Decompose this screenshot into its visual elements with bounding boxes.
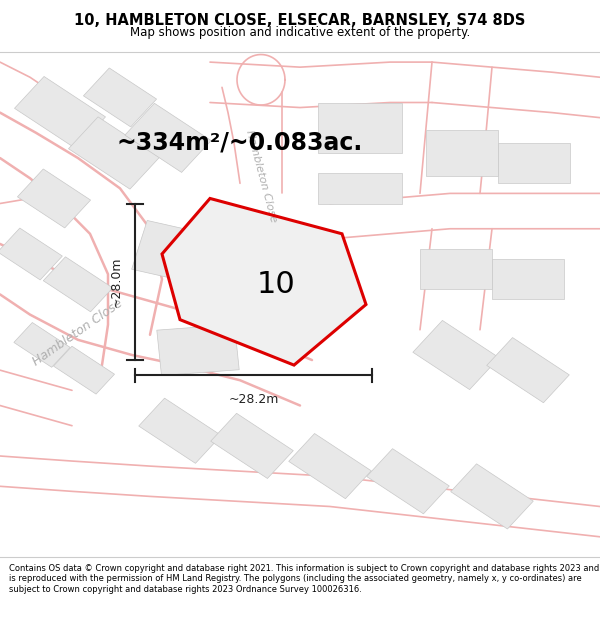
Polygon shape [426, 130, 498, 176]
Polygon shape [289, 434, 371, 499]
Polygon shape [14, 322, 70, 368]
Text: ~28.0m: ~28.0m [110, 256, 123, 307]
Polygon shape [413, 321, 499, 389]
Polygon shape [68, 117, 160, 189]
Text: 10: 10 [257, 270, 295, 299]
Polygon shape [53, 346, 115, 394]
Text: Map shows position and indicative extent of the property.: Map shows position and indicative extent… [130, 26, 470, 39]
Polygon shape [162, 199, 366, 365]
Text: ~334m²/~0.083ac.: ~334m²/~0.083ac. [117, 131, 363, 155]
Polygon shape [14, 76, 106, 149]
Polygon shape [318, 173, 402, 204]
Polygon shape [492, 259, 564, 299]
Polygon shape [498, 143, 570, 183]
Polygon shape [0, 228, 62, 280]
Polygon shape [211, 413, 293, 479]
Polygon shape [43, 257, 113, 312]
Polygon shape [131, 221, 229, 288]
Polygon shape [139, 398, 221, 463]
Polygon shape [318, 102, 402, 153]
Polygon shape [157, 324, 239, 376]
Polygon shape [125, 103, 211, 172]
Polygon shape [83, 68, 157, 127]
Polygon shape [367, 449, 449, 514]
Polygon shape [451, 464, 533, 529]
Text: 10, HAMBLETON CLOSE, ELSECAR, BARNSLEY, S74 8DS: 10, HAMBLETON CLOSE, ELSECAR, BARNSLEY, … [74, 13, 526, 28]
Polygon shape [420, 249, 492, 289]
Text: Hambleton Close: Hambleton Close [244, 129, 278, 223]
Polygon shape [487, 338, 569, 402]
Text: ~28.2m: ~28.2m [229, 393, 278, 406]
Polygon shape [17, 169, 91, 228]
Text: Contains OS data © Crown copyright and database right 2021. This information is : Contains OS data © Crown copyright and d… [9, 564, 599, 594]
Text: Hambleton Close: Hambleton Close [31, 296, 125, 368]
